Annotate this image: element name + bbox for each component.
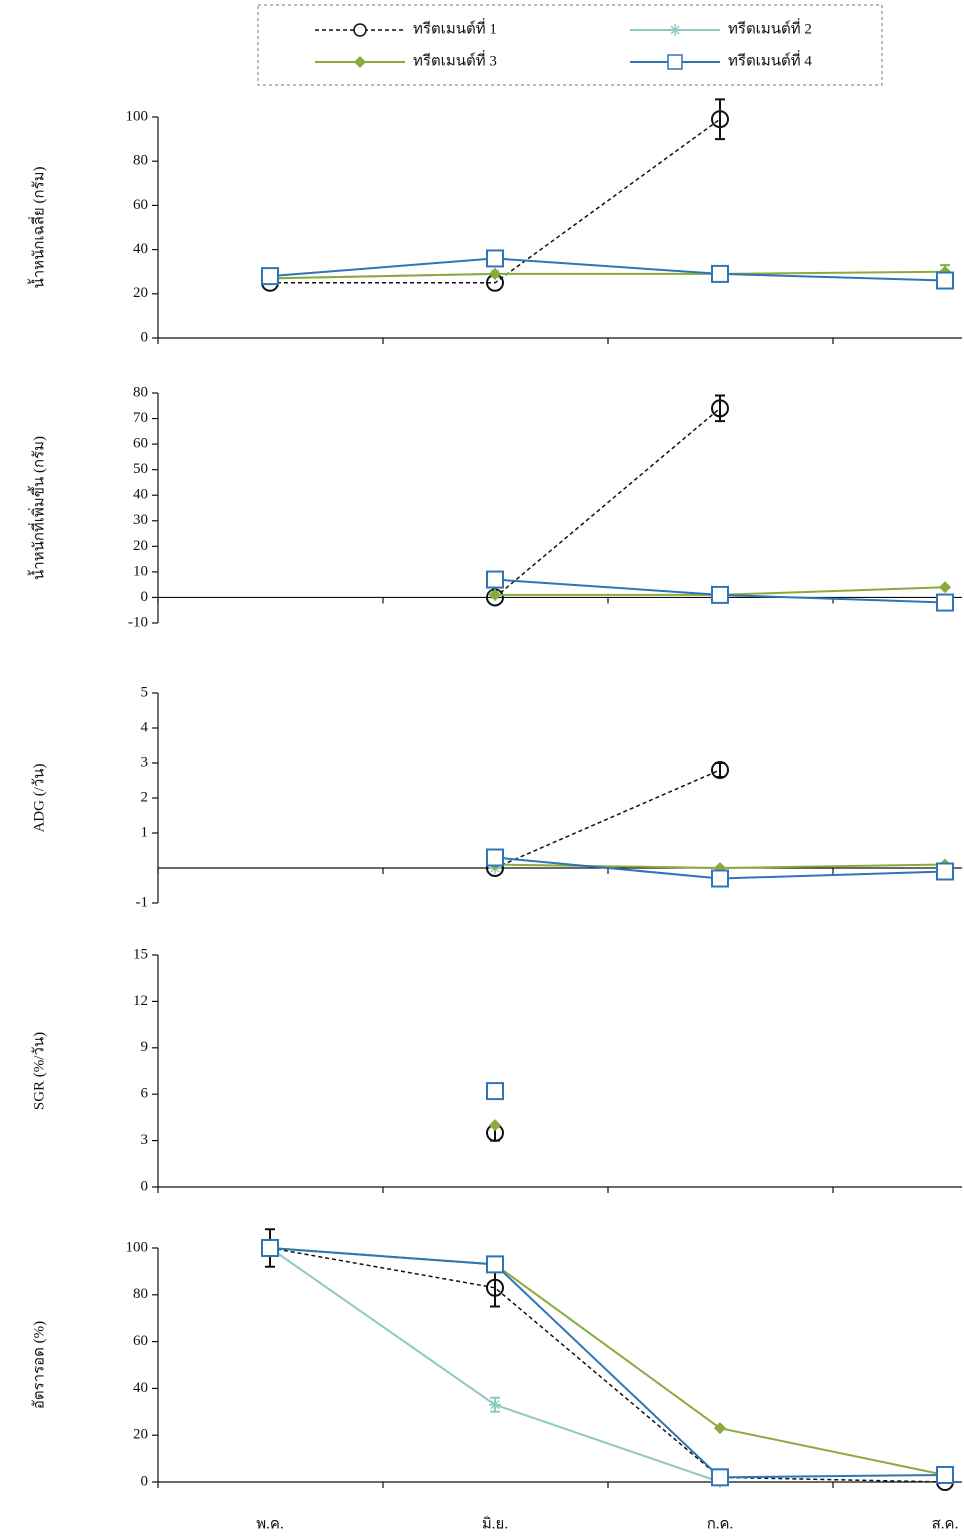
- legend-label: ทรีตเมนต์ที่ 4: [728, 49, 812, 69]
- marker: [262, 268, 278, 284]
- legend-marker: [669, 24, 681, 36]
- y-tick-label: 2: [141, 789, 149, 805]
- y-axis-label: SGR (%/วัน): [31, 1032, 47, 1110]
- marker: [489, 1119, 501, 1131]
- y-axis-label: ADG (/วัน): [31, 763, 47, 832]
- marker: [712, 587, 728, 603]
- legend-label: ทรีตเมนต์ที่ 3: [413, 49, 497, 69]
- y-axis-label: น้ำหนักที่เพิ่มขึ้น (กรัม): [27, 436, 47, 580]
- marker: [487, 572, 503, 588]
- y-tick-label: 60: [133, 436, 148, 452]
- marker: [937, 273, 953, 289]
- marker: [489, 268, 501, 280]
- marker: [937, 1467, 953, 1483]
- legend-marker: [354, 56, 366, 68]
- y-tick-label: 0: [141, 1178, 149, 1194]
- y-tick-label: 1: [141, 824, 149, 840]
- marker: [489, 1399, 501, 1411]
- y-tick-label: 40: [133, 487, 148, 503]
- y-tick-label: 20: [133, 538, 148, 554]
- y-tick-label: 0: [141, 589, 149, 605]
- marker: [487, 1083, 503, 1099]
- y-tick-label: 80: [133, 384, 148, 400]
- marker: [939, 581, 951, 593]
- error-bar: [715, 99, 725, 139]
- marker: [487, 250, 503, 266]
- marker: [487, 850, 503, 866]
- y-tick-label: 60: [133, 197, 148, 213]
- y-tick-label: 0: [141, 329, 149, 345]
- y-tick-label: 3: [141, 754, 149, 770]
- legend-label: ทรีตเมนต์ที่ 1: [413, 17, 497, 37]
- y-tick-label: 3: [141, 1132, 149, 1148]
- legend-marker: [668, 55, 682, 69]
- legend-label: ทรีตเมนต์ที่ 2: [728, 17, 812, 37]
- y-tick-label: 10: [133, 563, 148, 579]
- legend-marker: [354, 24, 366, 36]
- y-tick-label: 5: [141, 684, 149, 700]
- y-tick-label: 70: [133, 410, 148, 426]
- series-line: [270, 1248, 945, 1482]
- x-tick-label: มิ.ย.: [482, 1515, 508, 1532]
- y-tick-label: 30: [133, 512, 148, 528]
- y-tick-label: 9: [141, 1039, 149, 1055]
- y-axis-label: น้ำหนักเฉลี่ย (กรัม): [27, 167, 47, 289]
- marker: [487, 1256, 503, 1272]
- y-tick-label: 40: [133, 1380, 148, 1396]
- y-tick-label: 0: [141, 1473, 149, 1489]
- y-tick-label: 80: [133, 1286, 148, 1302]
- marker: [712, 1469, 728, 1485]
- marker: [712, 871, 728, 887]
- marker: [712, 266, 728, 282]
- series-line: [270, 1248, 945, 1475]
- marker: [937, 864, 953, 880]
- y-tick-label: 100: [126, 1239, 149, 1255]
- y-tick-label: 20: [133, 1427, 148, 1443]
- y-tick-label: 40: [133, 241, 148, 257]
- chart: 020406080100น้ำหนักเฉลี่ย (กรัม)-1001020…: [0, 0, 964, 1539]
- y-tick-label: 6: [141, 1086, 149, 1102]
- marker: [262, 1240, 278, 1256]
- y-axis-label: อัตรารอด (%): [31, 1321, 47, 1409]
- y-tick-label: 50: [133, 461, 148, 477]
- marker: [937, 595, 953, 611]
- y-tick-label: 12: [133, 993, 148, 1009]
- legend-box: [258, 5, 882, 85]
- x-tick-label: พ.ค.: [256, 1516, 283, 1532]
- series-line: [495, 408, 720, 597]
- y-tick-label: -1: [136, 894, 149, 910]
- error-bar: [715, 763, 725, 777]
- series-line: [495, 770, 720, 868]
- y-tick-label: 60: [133, 1333, 148, 1349]
- y-tick-label: 20: [133, 285, 148, 301]
- y-tick-label: 15: [133, 946, 148, 962]
- x-tick-label: ก.ค.: [707, 1516, 734, 1532]
- y-tick-label: 100: [126, 108, 149, 124]
- y-tick-label: 4: [141, 719, 149, 735]
- x-tick-label: ส.ค.: [932, 1516, 959, 1532]
- y-tick-label: -10: [128, 614, 148, 630]
- y-tick-label: 80: [133, 153, 148, 169]
